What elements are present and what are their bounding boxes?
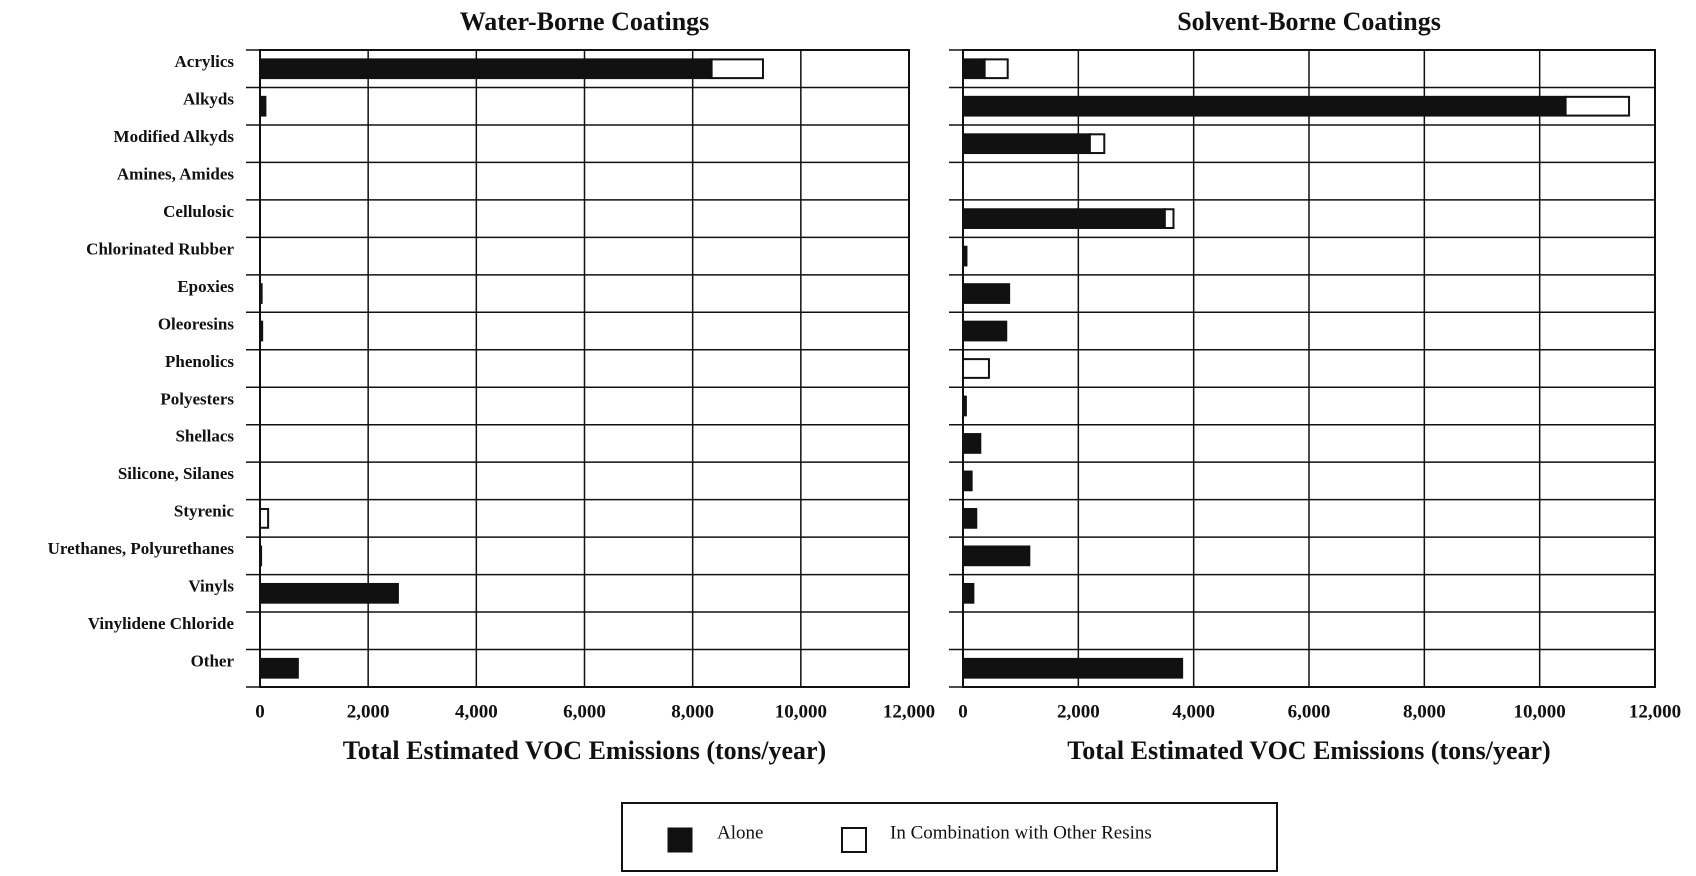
x-tick-label: 2,000 — [1057, 701, 1100, 722]
bar — [710, 58, 764, 80]
chart-title: Water-Borne Coatings — [460, 7, 710, 36]
x-tick-label: 0 — [255, 701, 265, 722]
x-tick-label: 8,000 — [1403, 701, 1446, 722]
bar — [962, 433, 982, 454]
chart-title: Solvent-Borne Coatings — [1177, 7, 1441, 36]
x-axis-label: Total Estimated VOC Emissions (tons/year… — [1067, 736, 1550, 765]
bar — [962, 320, 1008, 342]
bar — [259, 582, 399, 604]
bar — [962, 95, 1567, 117]
bar — [1088, 133, 1106, 155]
bar — [259, 545, 263, 567]
y-tick-label: Silicone, Silanes — [118, 464, 235, 483]
y-tick-label: Acrylics — [175, 52, 235, 71]
x-tick-label: 12,000 — [1629, 701, 1681, 722]
x-tick-label: 2,000 — [347, 701, 390, 722]
bar — [962, 283, 1011, 304]
legend-label: In Combination with Other Resins — [890, 822, 1152, 843]
x-tick-label: 4,000 — [455, 701, 498, 722]
bar — [962, 395, 967, 417]
y-tick-label: Amines, Amides — [117, 164, 235, 183]
y-tick-label: Other — [191, 652, 235, 671]
y-tick-label: Vinyls — [188, 577, 234, 596]
bar — [259, 58, 713, 80]
y-tick-label: Cellulosic — [163, 202, 234, 221]
bar — [962, 657, 1184, 679]
bar — [259, 283, 263, 304]
y-tick-label: Vinylidene Chloride — [88, 614, 235, 633]
bar — [962, 208, 1166, 229]
x-tick-label: 0 — [958, 701, 968, 722]
x-tick-label: 6,000 — [563, 701, 606, 722]
x-tick-label: 12,000 — [883, 701, 935, 722]
x-tick-label: 10,000 — [1514, 701, 1566, 722]
bar — [259, 508, 270, 529]
bar — [259, 657, 299, 679]
x-tick-label: 4,000 — [1172, 701, 1215, 722]
x-tick-label: 10,000 — [775, 701, 827, 722]
x-tick-label: 8,000 — [671, 701, 714, 722]
bar — [962, 470, 973, 492]
y-tick-label: Polyesters — [160, 389, 234, 408]
bar — [962, 245, 968, 267]
legend-swatch — [841, 827, 867, 853]
legend-swatch — [667, 827, 693, 853]
bar — [962, 58, 986, 80]
y-tick-label: Modified Alkyds — [114, 127, 235, 146]
bar — [259, 95, 267, 117]
bar — [1163, 208, 1175, 229]
y-tick-label: Shellacs — [175, 427, 234, 446]
legend-label: Alone — [717, 822, 763, 843]
bar — [962, 582, 975, 604]
bar — [962, 545, 1031, 567]
legend-box — [621, 802, 1278, 872]
y-tick-label: Epoxies — [177, 277, 234, 296]
bar — [962, 508, 978, 529]
y-tick-label: Phenolics — [165, 352, 234, 371]
bar — [259, 320, 264, 342]
bar — [962, 358, 990, 379]
bar — [962, 133, 1091, 155]
x-axis-label: Total Estimated VOC Emissions (tons/year… — [343, 736, 826, 765]
bar — [983, 58, 1009, 80]
y-tick-label: Urethanes, Polyurethanes — [48, 539, 235, 558]
y-tick-label: Styrenic — [174, 502, 235, 521]
bar — [1564, 95, 1631, 117]
y-tick-label: Oleoresins — [158, 314, 235, 333]
y-tick-label: Alkyds — [183, 89, 234, 108]
y-tick-label: Chlorinated Rubber — [86, 239, 234, 258]
x-tick-label: 6,000 — [1288, 701, 1331, 722]
